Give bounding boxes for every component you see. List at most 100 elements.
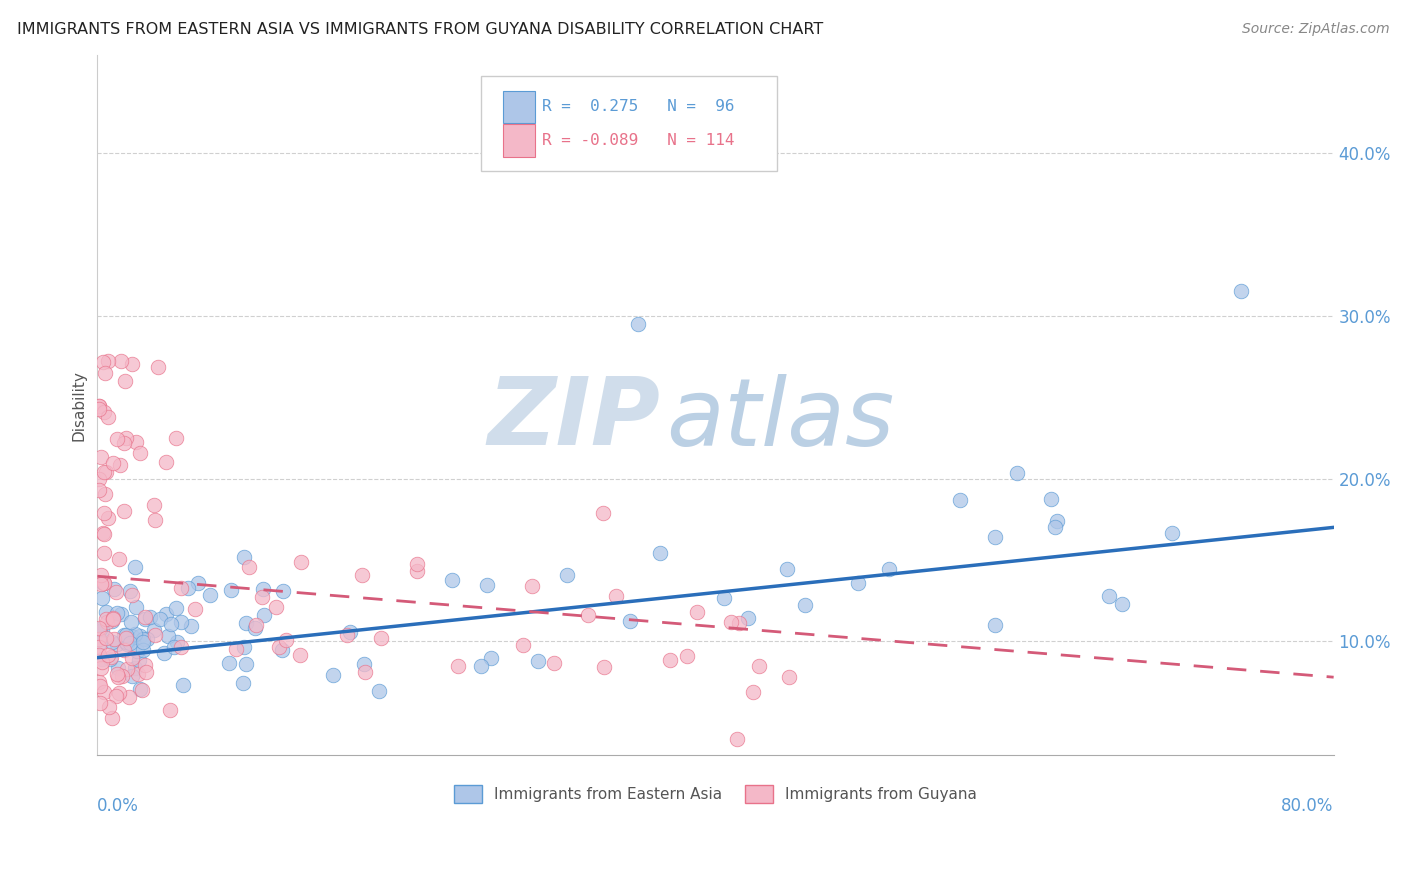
Point xyxy=(143,628,166,642)
Point xyxy=(172,678,194,692)
Point xyxy=(775,562,797,576)
FancyBboxPatch shape xyxy=(503,125,536,157)
Point xyxy=(274,632,297,647)
Point xyxy=(447,659,470,673)
Point xyxy=(107,661,129,675)
Point xyxy=(124,626,146,640)
Point xyxy=(170,640,193,655)
Point xyxy=(125,599,148,614)
Point xyxy=(728,615,751,630)
Point xyxy=(619,614,641,628)
Point xyxy=(1005,466,1028,480)
Point xyxy=(121,357,143,371)
Point xyxy=(110,458,132,472)
Point xyxy=(127,643,149,657)
Point xyxy=(155,607,177,621)
Point xyxy=(1161,525,1184,540)
Point xyxy=(354,665,377,679)
Point xyxy=(1098,589,1121,603)
Point xyxy=(232,676,254,690)
Point xyxy=(148,612,170,626)
Point xyxy=(232,549,254,564)
Text: Source: ZipAtlas.com: Source: ZipAtlas.com xyxy=(1241,22,1389,37)
Y-axis label: Disability: Disability xyxy=(72,370,86,441)
Point xyxy=(120,584,142,599)
Point xyxy=(737,611,759,625)
Point xyxy=(93,576,115,591)
Point xyxy=(794,599,817,613)
Point xyxy=(115,662,138,676)
Point xyxy=(112,504,135,518)
Point xyxy=(512,638,534,652)
Point xyxy=(134,611,156,625)
Point xyxy=(166,635,188,649)
Point xyxy=(1111,597,1133,611)
Point xyxy=(122,630,145,644)
Point xyxy=(949,493,972,508)
Point xyxy=(128,653,150,667)
Point xyxy=(145,513,167,527)
Point xyxy=(170,581,193,595)
Point xyxy=(232,640,254,654)
Point xyxy=(101,612,124,626)
Point xyxy=(101,635,124,649)
Point xyxy=(290,555,312,569)
Point xyxy=(105,637,128,651)
Point xyxy=(152,646,174,660)
Point xyxy=(627,317,650,331)
Point xyxy=(112,643,135,657)
Point xyxy=(441,573,464,587)
Point xyxy=(97,511,120,525)
FancyBboxPatch shape xyxy=(503,91,536,123)
Point xyxy=(271,584,294,599)
Point xyxy=(89,679,111,693)
Point xyxy=(107,670,129,684)
Point xyxy=(183,601,205,615)
Point xyxy=(593,660,616,674)
Point xyxy=(105,607,128,621)
Point xyxy=(252,582,274,597)
Point xyxy=(129,682,152,697)
Point xyxy=(112,435,135,450)
Point xyxy=(134,658,156,673)
Point xyxy=(877,562,900,576)
Point xyxy=(91,526,114,541)
Point xyxy=(243,621,266,635)
Point xyxy=(520,579,543,593)
Point xyxy=(288,648,311,663)
Point xyxy=(134,665,156,679)
Point xyxy=(742,685,765,699)
Point xyxy=(91,575,114,590)
Point xyxy=(112,628,135,642)
Point xyxy=(108,552,131,566)
Point xyxy=(90,450,112,464)
Point xyxy=(713,591,735,605)
Point xyxy=(470,659,492,673)
Point xyxy=(110,607,132,621)
Point xyxy=(592,506,614,520)
Point xyxy=(100,614,122,628)
Point xyxy=(1230,285,1253,299)
Point xyxy=(124,661,146,675)
Point xyxy=(156,629,179,643)
Point xyxy=(87,400,110,414)
Point xyxy=(725,732,748,747)
Point xyxy=(165,431,187,445)
Point xyxy=(352,568,374,582)
Point xyxy=(336,628,359,642)
Point xyxy=(121,668,143,682)
Point xyxy=(160,617,183,632)
Point xyxy=(90,577,112,591)
Point xyxy=(479,651,502,665)
Point xyxy=(93,685,115,699)
Point xyxy=(984,618,1007,632)
Point xyxy=(1039,491,1062,506)
Point xyxy=(105,689,128,703)
Point xyxy=(748,659,770,673)
Point xyxy=(97,648,120,663)
Point xyxy=(1045,520,1067,534)
Point xyxy=(115,628,138,642)
Point xyxy=(115,637,138,651)
Point xyxy=(127,667,149,681)
Point xyxy=(165,600,187,615)
